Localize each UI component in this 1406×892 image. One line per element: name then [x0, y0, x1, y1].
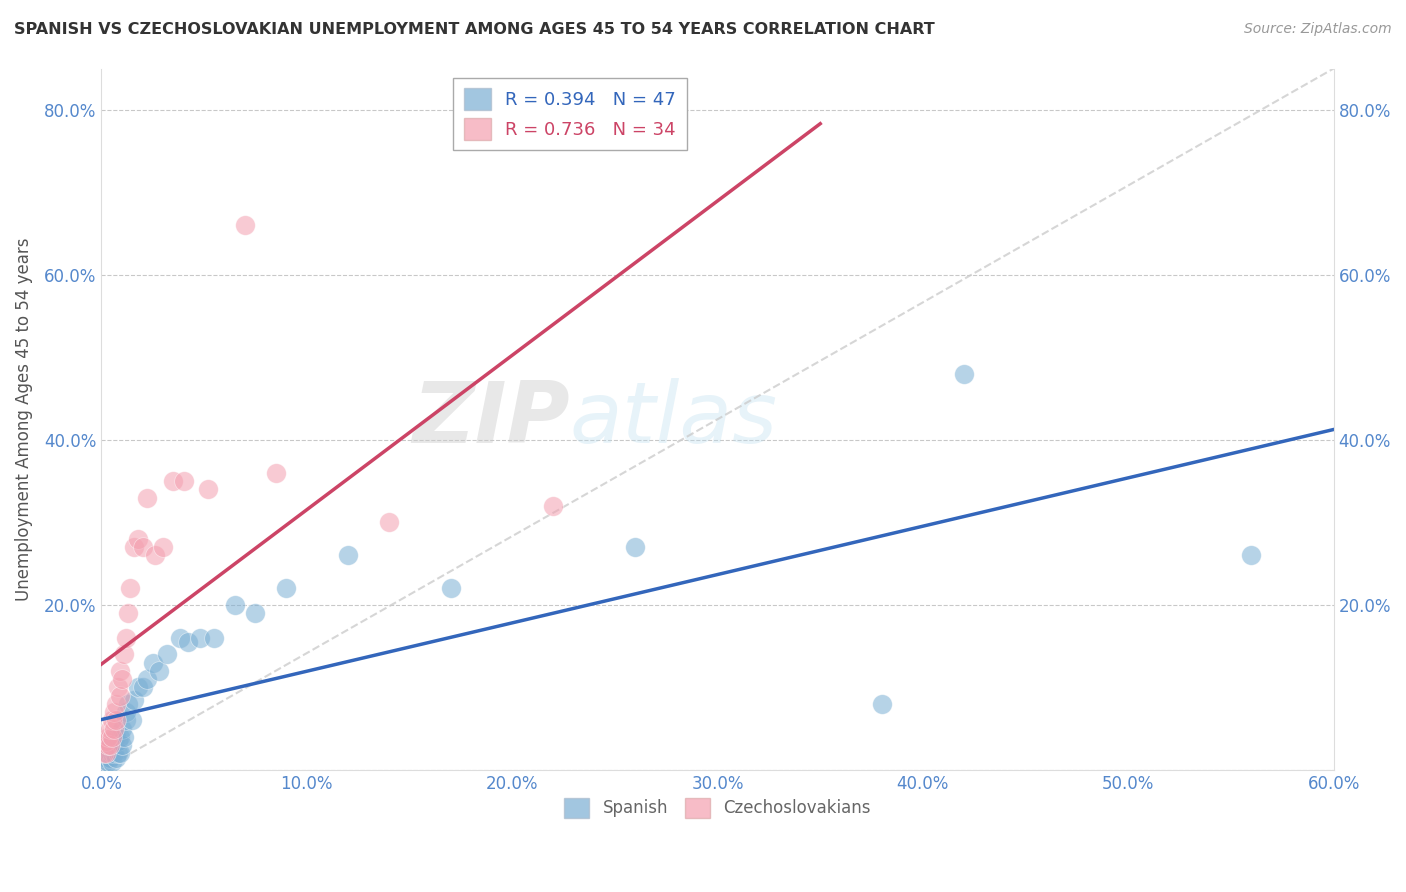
Point: [111, 738, 134, 752]
Point: [108, 689, 131, 703]
Point: [98, 750, 121, 764]
Point: [103, 738, 125, 752]
Point: [162, 474, 184, 488]
Point: [131, 540, 153, 554]
Point: [103, 747, 125, 761]
Point: [115, 714, 138, 728]
Point: [97, 742, 120, 756]
Point: [97, 747, 120, 761]
Point: [439, 582, 461, 596]
Point: [121, 714, 143, 728]
Point: [104, 714, 127, 728]
Point: [124, 540, 146, 554]
Point: [624, 540, 647, 554]
Point: [108, 747, 131, 761]
Point: [94, 750, 117, 764]
Point: [98, 738, 121, 752]
Point: [336, 549, 359, 563]
Point: [245, 606, 267, 620]
Point: [107, 747, 129, 761]
Point: [543, 499, 565, 513]
Text: atlas: atlas: [569, 377, 778, 461]
Point: [143, 549, 166, 563]
Point: [93, 755, 115, 769]
Point: [103, 705, 125, 719]
Point: [94, 734, 117, 748]
Point: [104, 697, 127, 711]
Point: [104, 730, 127, 744]
Point: [131, 681, 153, 695]
Point: [173, 474, 195, 488]
Point: [378, 516, 401, 530]
Point: [93, 747, 115, 761]
Point: [107, 734, 129, 748]
Point: [135, 491, 157, 505]
Point: [264, 466, 287, 480]
Point: [177, 635, 200, 649]
Point: [953, 367, 976, 381]
Point: [188, 631, 211, 645]
Point: [97, 755, 120, 769]
Point: [117, 697, 139, 711]
Text: SPANISH VS CZECHOSLOVAKIAN UNEMPLOYMENT AMONG AGES 45 TO 54 YEARS CORRELATION CH: SPANISH VS CZECHOSLOVAKIAN UNEMPLOYMENT …: [14, 22, 935, 37]
Point: [115, 705, 138, 719]
Point: [108, 730, 131, 744]
Point: [100, 730, 122, 744]
Point: [107, 681, 129, 695]
Point: [152, 540, 174, 554]
Point: [98, 738, 121, 752]
Text: ZIP: ZIP: [412, 377, 569, 461]
Legend: Spanish, Czechoslovakians: Spanish, Czechoslovakians: [558, 791, 877, 825]
Point: [148, 664, 170, 678]
Point: [112, 730, 135, 744]
Point: [100, 755, 122, 769]
Point: [197, 483, 219, 497]
Point: [156, 648, 179, 662]
Point: [120, 582, 142, 596]
Point: [97, 738, 120, 752]
Point: [97, 730, 120, 744]
Y-axis label: Unemployment Among Ages 45 to 54 years: Unemployment Among Ages 45 to 54 years: [15, 237, 32, 601]
Point: [224, 598, 246, 612]
Point: [124, 693, 146, 707]
Point: [108, 664, 131, 678]
Point: [204, 631, 226, 645]
Point: [104, 750, 127, 764]
Point: [115, 631, 138, 645]
Point: [111, 672, 134, 686]
Point: [169, 631, 191, 645]
Text: Source: ZipAtlas.com: Source: ZipAtlas.com: [1244, 22, 1392, 37]
Point: [142, 656, 165, 670]
Point: [94, 747, 117, 761]
Point: [100, 714, 122, 728]
Point: [276, 582, 298, 596]
Point: [94, 747, 117, 761]
Point: [98, 747, 121, 761]
Point: [1240, 549, 1263, 563]
Point: [112, 648, 135, 662]
Point: [100, 738, 122, 752]
Point: [135, 672, 157, 686]
Point: [127, 532, 149, 546]
Point: [117, 606, 139, 620]
Point: [98, 722, 121, 736]
Point: [100, 747, 122, 761]
Point: [103, 722, 125, 736]
Point: [233, 219, 256, 233]
Point: [870, 697, 893, 711]
Point: [111, 722, 134, 736]
Point: [127, 681, 149, 695]
